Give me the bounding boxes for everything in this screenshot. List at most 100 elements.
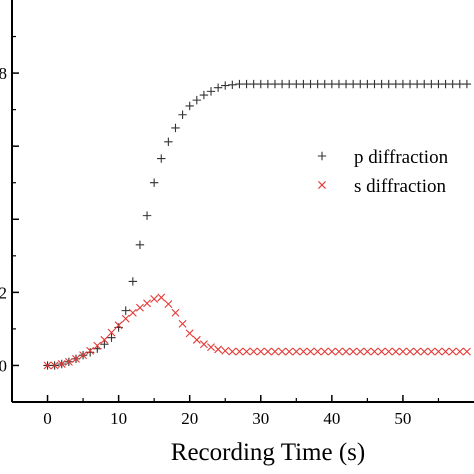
data-point-cross <box>256 347 265 356</box>
data-point-plus <box>164 137 173 146</box>
data-point-plus <box>363 79 372 89</box>
data-point-plus <box>356 79 365 89</box>
data-point-plus <box>348 79 358 89</box>
data-point-cross <box>207 343 215 352</box>
data-point-cross <box>356 347 365 356</box>
data-point-cross <box>107 328 116 337</box>
data-point-cross <box>249 347 258 356</box>
data-point-plus <box>121 306 130 315</box>
legend-label: p diffraction <box>354 147 449 168</box>
data-point-plus <box>100 340 109 349</box>
data-point-cross <box>313 347 322 356</box>
data-point-plus <box>391 79 401 89</box>
data-point-cross <box>271 347 279 356</box>
data-point-cross <box>398 347 407 356</box>
data-point-plus <box>420 79 429 89</box>
data-point-plus <box>256 79 265 89</box>
legend-label: s diffraction <box>354 176 446 197</box>
y-tick-label: 8 <box>0 64 7 83</box>
data-point-cross <box>384 347 393 356</box>
data-point-cross <box>199 340 208 349</box>
data-point-cross <box>292 347 301 356</box>
data-point-cross <box>349 347 358 356</box>
data-point-cross <box>320 347 329 356</box>
data-point-cross <box>306 347 315 356</box>
x-tick-label: 0 <box>43 409 52 428</box>
legend-marker-cross <box>318 181 326 189</box>
data-point-cross <box>100 335 109 344</box>
data-point-cross <box>441 347 450 356</box>
data-point-plus <box>427 79 436 89</box>
data-point-cross <box>377 347 386 356</box>
data-point-plus <box>135 240 145 250</box>
legend-marker-plus <box>317 151 327 161</box>
data-point-cross <box>43 361 52 370</box>
data-point-cross <box>434 347 443 356</box>
data-point-cross <box>86 346 95 355</box>
series-p-diffraction <box>43 79 472 370</box>
data-point-plus <box>178 110 187 119</box>
data-point-cross <box>413 347 422 356</box>
data-point-cross <box>221 346 230 355</box>
data-point-cross <box>164 300 173 309</box>
data-point-cross <box>427 347 436 356</box>
data-point-cross <box>455 347 464 356</box>
data-point-plus <box>171 123 180 133</box>
data-point-plus <box>199 90 209 100</box>
data-point-plus <box>228 80 237 89</box>
data-point-cross <box>93 341 102 350</box>
x-tick-label: 50 <box>394 409 411 428</box>
data-point-plus <box>334 79 344 89</box>
x-axis-title: Recording Time (s) <box>171 439 365 466</box>
data-point-plus <box>299 79 308 89</box>
data-point-plus <box>327 79 337 89</box>
data-point-cross <box>334 347 343 356</box>
data-point-plus <box>341 79 351 89</box>
data-point-cross <box>72 354 80 363</box>
legend: p diffraction s diffraction <box>317 147 449 197</box>
series-s-diffraction <box>43 293 471 370</box>
data-point-cross <box>462 347 471 356</box>
data-point-plus <box>292 79 301 89</box>
data-point-cross <box>299 347 308 356</box>
data-point-plus <box>384 79 393 89</box>
data-point-cross <box>342 347 351 356</box>
data-point-cross <box>370 347 379 356</box>
data-point-plus <box>263 79 273 89</box>
x-tick-label: 30 <box>252 409 269 428</box>
data-point-cross <box>121 314 130 323</box>
data-point-cross <box>150 294 159 303</box>
data-point-plus <box>455 79 464 89</box>
data-point-plus <box>306 79 315 89</box>
ticks: 0 10 20 30 40 50 0 2 8 <box>0 35 440 428</box>
plot-marks <box>43 79 472 370</box>
data-point-cross <box>143 299 152 308</box>
data-point-cross <box>235 347 244 356</box>
data-point-plus <box>157 154 166 163</box>
data-point-cross <box>135 303 144 312</box>
data-point-cross <box>285 347 294 356</box>
data-point-plus <box>142 211 152 220</box>
data-point-plus <box>412 79 422 89</box>
data-point-cross <box>128 308 137 317</box>
x-tick-label: 20 <box>181 409 198 428</box>
data-point-cross <box>406 347 414 356</box>
y-tick-label: 0 <box>0 356 7 375</box>
data-point-plus <box>270 79 280 89</box>
data-point-plus <box>377 79 386 89</box>
data-point-plus <box>128 277 138 286</box>
data-point-plus <box>185 101 194 111</box>
data-point-plus <box>107 333 116 342</box>
data-point-cross <box>79 351 88 360</box>
data-point-cross <box>420 347 429 356</box>
data-point-plus <box>313 79 322 89</box>
data-point-cross <box>242 347 251 356</box>
data-point-cross <box>50 361 59 370</box>
data-point-plus <box>370 79 379 89</box>
data-point-plus <box>405 79 415 89</box>
data-point-cross <box>185 329 194 338</box>
data-point-cross <box>57 360 66 368</box>
data-point-cross <box>64 357 73 366</box>
data-point-plus <box>221 81 230 90</box>
data-point-plus <box>206 87 216 96</box>
